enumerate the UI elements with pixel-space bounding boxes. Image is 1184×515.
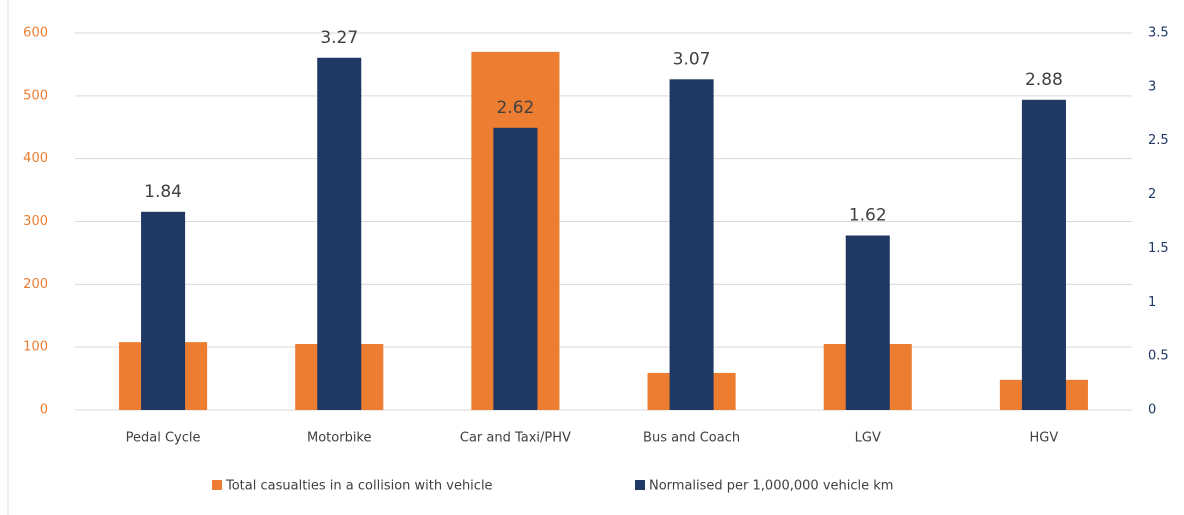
x-tick-label: LGV bbox=[855, 431, 881, 446]
data-label: 3.27 bbox=[320, 28, 358, 48]
legend-swatch bbox=[635, 480, 645, 490]
y-tick-label: 600 bbox=[23, 26, 48, 41]
data-label: 3.07 bbox=[673, 49, 711, 69]
bar bbox=[669, 79, 714, 411]
bar bbox=[493, 127, 538, 410]
y2-tick-label: 1.5 bbox=[1148, 241, 1169, 256]
y2-tick-label: 0.5 bbox=[1148, 349, 1169, 364]
bar bbox=[1021, 99, 1066, 410]
y2-tick-label: 2.5 bbox=[1148, 133, 1169, 148]
bar bbox=[317, 57, 362, 410]
y2-tick-label: 2 bbox=[1148, 187, 1156, 202]
legend-label: Total casualties in a collision with veh… bbox=[225, 479, 493, 494]
y-tick-label: 400 bbox=[23, 151, 48, 166]
bar bbox=[141, 211, 186, 410]
data-label: 2.62 bbox=[496, 98, 534, 118]
y-tick-label: 300 bbox=[23, 214, 48, 229]
y2-tick-label: 0 bbox=[1148, 403, 1156, 418]
data-label: 1.62 bbox=[849, 206, 887, 226]
x-tick-label: Bus and Coach bbox=[643, 431, 740, 446]
data-label: 2.88 bbox=[1025, 70, 1063, 90]
y-tick-label: 200 bbox=[23, 277, 48, 292]
x-tick-label: Car and Taxi/PHV bbox=[460, 431, 571, 446]
bar bbox=[845, 235, 890, 410]
y-tick-label: 100 bbox=[23, 340, 48, 355]
y2-tick-label: 3.5 bbox=[1148, 26, 1169, 41]
data-label: 1.84 bbox=[144, 182, 182, 202]
y-tick-label: 500 bbox=[23, 88, 48, 103]
x-tick-label: Motorbike bbox=[307, 431, 372, 446]
x-tick-label: HGV bbox=[1030, 431, 1059, 446]
y2-tick-label: 1 bbox=[1148, 295, 1156, 310]
legend-swatch bbox=[212, 480, 222, 490]
y-tick-label: 0 bbox=[40, 403, 48, 418]
y2-tick-label: 3 bbox=[1148, 79, 1156, 94]
x-tick-label: Pedal Cycle bbox=[126, 431, 201, 446]
legend-label: Normalised per 1,000,000 vehicle km bbox=[649, 479, 893, 494]
